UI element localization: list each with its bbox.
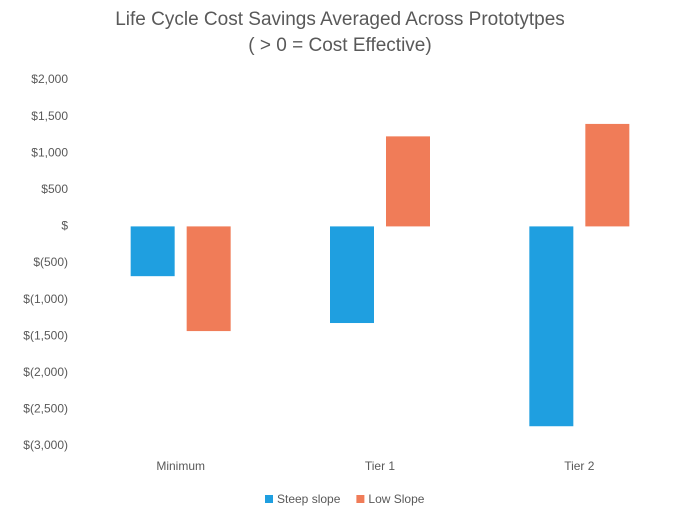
- chart-title: Life Cycle Cost Savings Averaged Across …: [115, 9, 565, 30]
- y-tick-label: $: [61, 219, 68, 233]
- y-tick-label: $500: [41, 182, 68, 196]
- legend-swatch: [265, 495, 273, 503]
- x-tick-label: Tier 2: [564, 459, 595, 473]
- bar: [330, 226, 374, 324]
- x-tick-label: Tier 1: [365, 459, 396, 473]
- bar: [186, 226, 231, 332]
- y-tick-label: $2,000: [31, 72, 68, 86]
- legend-label: Low Slope: [368, 492, 424, 506]
- y-tick-label: $(1,000): [23, 292, 68, 306]
- y-tick-label: $1,500: [31, 109, 68, 123]
- y-tick-label: $(3,000): [23, 438, 68, 452]
- y-tick-label: $(2,000): [23, 365, 68, 379]
- y-tick-label: $1,000: [31, 145, 68, 159]
- bar: [386, 136, 430, 227]
- x-tick-label: Minimum: [156, 459, 205, 473]
- legend-label: Steep slope: [277, 492, 341, 506]
- bar: [585, 123, 630, 227]
- legend-swatch: [356, 495, 365, 503]
- bar: [130, 226, 175, 277]
- y-tick-label: $(2,500): [23, 402, 68, 416]
- y-tick-label: $(500): [33, 255, 68, 269]
- bar: [529, 226, 574, 427]
- chart-subtitle: ( > 0 = Cost Effective): [248, 35, 431, 56]
- y-tick-label: $(1,500): [23, 328, 68, 342]
